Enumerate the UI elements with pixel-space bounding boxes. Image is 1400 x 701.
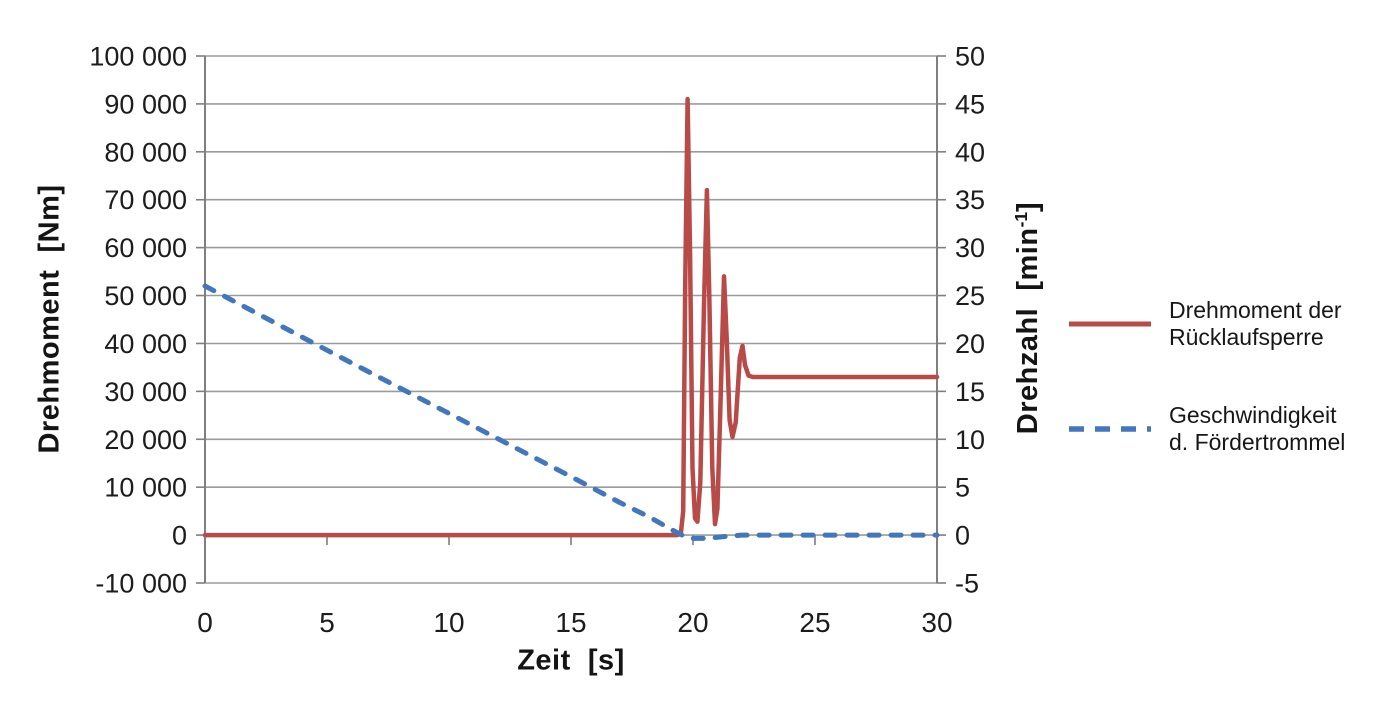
legend-line-dashed-icon (1069, 426, 1151, 432)
left-tick-label: 40 000 (104, 329, 187, 359)
right-tick-label: 45 (955, 89, 985, 119)
legend-item-drehmoment: Drehmoment der Rücklaufsperre (1066, 297, 1400, 351)
left-tick-label: -10 000 (95, 569, 187, 599)
left-axis-title: Drehmoment [Nm] (33, 184, 66, 454)
x-tick-label: 30 (921, 607, 952, 638)
right-tick-label: 35 (955, 185, 985, 215)
x-axis-title: Zeit [s] (517, 644, 625, 677)
left-tick-label: 0 (172, 521, 187, 551)
right-axis-title-close: ] (1011, 201, 1044, 212)
right-tick-label: 10 (955, 425, 985, 455)
left-tick-label: 30 000 (104, 377, 187, 407)
left-tick-label: 10 000 (104, 473, 187, 503)
x-tick-label: 0 (197, 607, 213, 638)
series-line-drehmoment (202, 96, 940, 538)
left-tick-label: 50 000 (104, 281, 187, 311)
right-tick-label: 30 (955, 233, 985, 263)
legend-item-geschwindigkeit: Geschwindigkeit d. Fördertrommel (1066, 402, 1400, 456)
x-tick-label: 25 (799, 607, 830, 638)
left-tick-label: 100 000 (89, 42, 187, 72)
x-tick-label: 10 (433, 607, 464, 638)
left-tick-label: 80 000 (104, 137, 187, 167)
right-tick-label: 40 (955, 137, 985, 167)
right-axis-title-superscript: -1 (1011, 211, 1032, 228)
right-tick-label: 25 (955, 281, 985, 311)
right-tick-label: 0 (955, 521, 970, 551)
x-tick-label: 15 (555, 607, 586, 638)
series-line-drehzahl (202, 283, 940, 541)
right-axis-title-main: Drehzahl [min (1011, 227, 1044, 435)
left-tick-label: 20 000 (104, 425, 187, 455)
legend-label-geschwindigkeit: Geschwindigkeit d. Fördertrommel (1169, 402, 1346, 455)
legend-label-drehmoment: Drehmoment der Rücklaufsperre (1169, 297, 1342, 350)
legend-line-solid-icon (1069, 321, 1151, 327)
left-tick-label: 90 000 (104, 89, 187, 119)
left-tick-label: 60 000 (104, 233, 187, 263)
right-tick-label: 5 (955, 473, 970, 503)
right-tick-label: 15 (955, 377, 985, 407)
right-axis-title: Drehzahl [min-1] (1011, 202, 1045, 434)
right-tick-label: 20 (955, 329, 985, 359)
x-tick-label: 20 (677, 607, 708, 638)
left-tick-label: 70 000 (104, 185, 187, 215)
x-tick-label: 5 (319, 607, 335, 638)
right-tick-label: -5 (955, 569, 979, 599)
right-tick-label: 50 (955, 42, 985, 72)
